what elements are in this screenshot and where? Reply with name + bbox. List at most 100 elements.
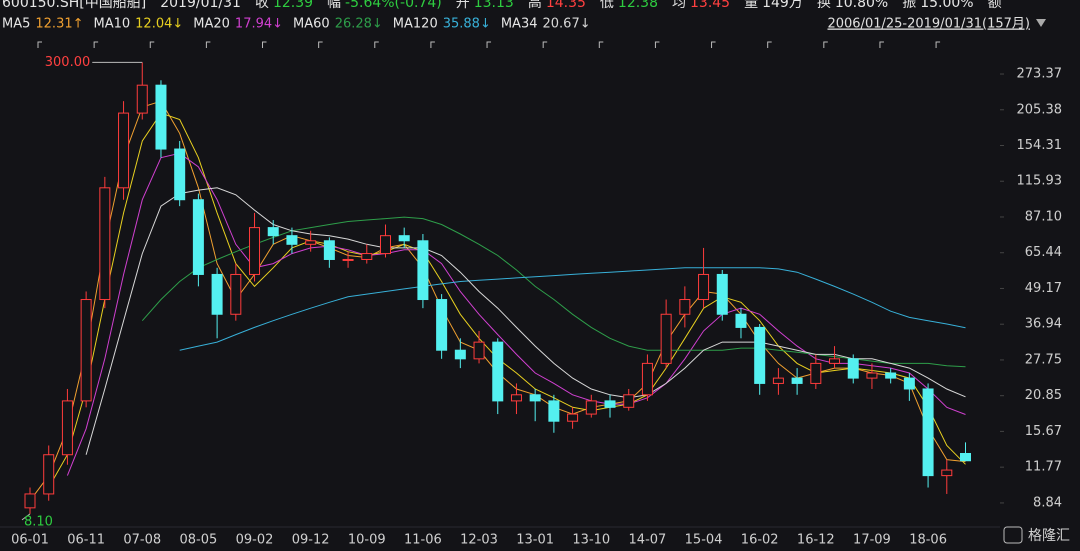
candle-body <box>155 84 167 150</box>
candle-body <box>323 240 335 260</box>
quote-bar: 600150.SH[中国船舶] 2019/01/31 收 12.39 幅 -5.64%(-… <box>2 0 1002 11</box>
candle-body <box>922 388 934 477</box>
quote-value: 14.35 <box>546 0 586 11</box>
candle-body <box>679 299 691 315</box>
quote-value: 12.39 <box>273 0 313 11</box>
x-tick-label: 16-02 <box>741 533 779 548</box>
x-tick-label: 06-01 <box>11 533 49 548</box>
x-tick-label: 15-04 <box>685 533 723 548</box>
min-label: 8.10 <box>24 514 53 529</box>
legend: MA5 12.31↑ MA10 12.04↓ MA20 17.94↓ MA60 26.28↓ M… <box>2 17 591 32</box>
x-tick-label: 13-01 <box>516 533 554 548</box>
x-tick-label: 08-05 <box>179 533 217 548</box>
candle-body <box>791 377 803 384</box>
x-tick-label: 18-06 <box>909 533 947 548</box>
candle-body <box>118 112 130 189</box>
legend-value: 35.88↓ <box>443 17 491 32</box>
quote-value: 12.38 <box>618 0 658 11</box>
period-marker <box>93 41 99 48</box>
legend-name: MA60 <box>293 17 330 32</box>
x-tick-label: 14-07 <box>629 533 667 548</box>
candle-body <box>941 469 953 477</box>
candle-body <box>960 452 971 462</box>
candle-body <box>454 349 466 360</box>
candle-body <box>267 227 279 237</box>
legend-name: MA10 <box>94 17 131 32</box>
candle-body <box>604 400 616 408</box>
x-tick-label: 11-06 <box>404 533 442 548</box>
candle-body <box>305 240 317 245</box>
quote-label: 均 <box>672 0 686 11</box>
candle-body <box>43 454 55 495</box>
y-tick-label: 87.10 <box>1025 209 1062 224</box>
period-marker <box>205 41 211 48</box>
legend-value: 12.04↓ <box>135 17 183 32</box>
quote-label: 幅 <box>327 0 341 11</box>
x-tick-label: 06-11 <box>67 533 105 548</box>
candle-body <box>342 258 354 261</box>
candle-body <box>548 400 560 422</box>
quote-value: 600150.SH[中国船舶] <box>2 0 146 11</box>
legend-name: MA34 <box>501 17 538 32</box>
ma-line <box>141 216 966 368</box>
candle-body <box>436 299 448 351</box>
candle-body <box>398 235 410 242</box>
period-marker <box>262 41 267 48</box>
legend-value: 20.67↓ <box>543 17 591 32</box>
candle-body <box>641 362 653 396</box>
quote-label: 量 <box>744 0 758 11</box>
candle-body <box>866 372 878 379</box>
x-tick-label: 07-08 <box>123 533 161 548</box>
candle-body <box>847 358 859 379</box>
y-tick-label: 115.93 <box>1017 174 1063 189</box>
candle-body <box>136 84 148 114</box>
y-tick-label: 49.17 <box>1025 281 1062 296</box>
candle-body <box>61 400 73 456</box>
date-range[interactable]: 2006/01/25-2019/01/31(157月) <box>827 17 1030 32</box>
period-marker <box>37 41 42 48</box>
y-tick-label: 36.94 <box>1025 317 1062 332</box>
dropdown-arrow[interactable] <box>1036 19 1046 27</box>
y-tick-label: 154.31 <box>1017 138 1063 153</box>
watermark-text: 格隆汇 <box>1028 528 1070 544</box>
candle-body <box>735 313 747 328</box>
candle-body <box>99 187 111 301</box>
quote-label: 额 <box>988 0 1002 11</box>
x-tick-label: 17-09 <box>853 533 891 548</box>
period-marker <box>318 41 323 48</box>
x-tick-label: 09-02 <box>236 533 274 548</box>
min-pointer <box>21 513 31 521</box>
candle-body <box>772 377 784 384</box>
period-marker <box>430 41 435 48</box>
quote-label: 收 <box>255 0 269 11</box>
candle-body <box>230 273 242 315</box>
x-tick-label: 13-10 <box>572 533 610 548</box>
period-marker <box>711 41 716 48</box>
period-marker <box>767 41 772 48</box>
candle-body <box>192 199 204 275</box>
y-tick-label: 15.67 <box>1025 424 1062 439</box>
candle-body <box>660 313 672 364</box>
ma-line <box>179 267 966 351</box>
period-marker <box>879 41 884 48</box>
y-tick-label: 27.75 <box>1025 352 1062 367</box>
ma-line <box>85 187 966 455</box>
candle-body <box>473 341 485 360</box>
legend-name: MA120 <box>393 17 438 32</box>
quote-value: 10.80% <box>835 0 888 11</box>
candle-body <box>754 326 766 384</box>
period-marker <box>598 41 604 48</box>
candle-body <box>810 362 822 384</box>
candle-body <box>211 273 223 315</box>
period-marker <box>486 41 492 48</box>
period-marker <box>542 41 548 48</box>
y-tick-label: 273.37 <box>1017 67 1063 82</box>
candle-body <box>24 493 36 509</box>
legend-name: MA20 <box>193 17 230 32</box>
candle-body <box>417 240 429 301</box>
quote-value: 15.00% <box>920 0 973 11</box>
quote-label: 高 <box>528 0 542 11</box>
candle-body <box>249 227 261 275</box>
